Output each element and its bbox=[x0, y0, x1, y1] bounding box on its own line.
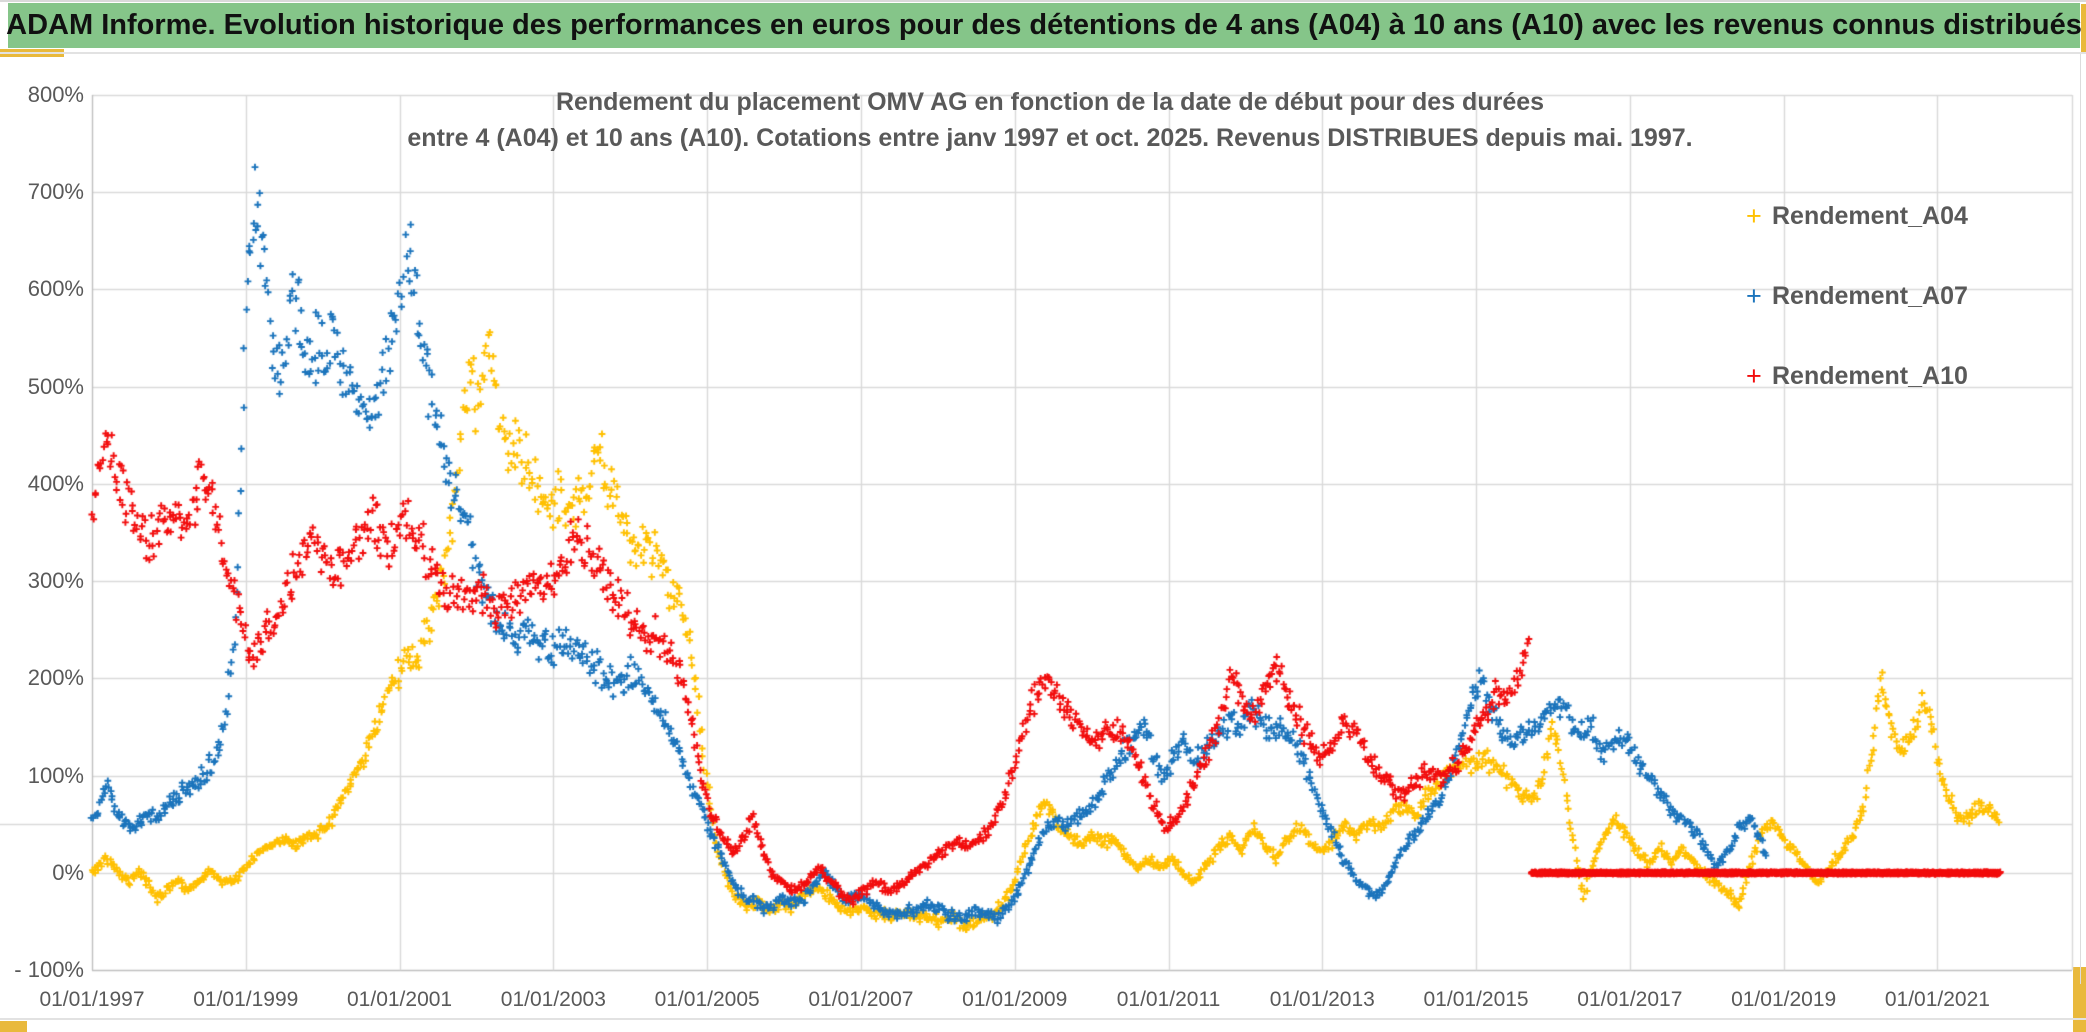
x-axis-label: 01/01/1997 bbox=[39, 988, 145, 1011]
x-axis-label: 01/01/2007 bbox=[808, 988, 914, 1011]
y-axis-label: 700% bbox=[27, 179, 84, 205]
legend-item-rendement_a10[interactable]: + Rendement_A10 bbox=[1746, 358, 2046, 394]
chart-title: Rendement du placement OMV AG en fonctio… bbox=[280, 84, 1820, 156]
chart-title-line1: Rendement du placement OMV AG en fonctio… bbox=[555, 88, 1545, 116]
y-axis-label: 500% bbox=[27, 373, 84, 399]
legend-label: Rendement_A04 bbox=[1772, 201, 1968, 230]
y-axis-label: 400% bbox=[27, 470, 84, 496]
legend-item-rendement_a04[interactable]: + Rendement_A04 bbox=[1746, 198, 2046, 234]
x-axis-label: 01/01/2015 bbox=[1423, 988, 1529, 1011]
y-axis-label: 800% bbox=[27, 82, 84, 107]
y-axis-label: - 100% bbox=[14, 957, 84, 983]
y-axis-label: 100% bbox=[27, 762, 84, 788]
plus-marker-icon: + bbox=[1746, 281, 1762, 311]
y-axis-label: 600% bbox=[27, 276, 84, 302]
x-axis-label: 01/01/2003 bbox=[500, 988, 606, 1011]
x-axis-label: 01/01/2001 bbox=[347, 988, 453, 1011]
x-axis-label: 01/01/2021 bbox=[1884, 988, 1990, 1011]
legend-item-rendement_a07[interactable]: + Rendement_A07 bbox=[1746, 278, 2046, 314]
y-axis-label: 200% bbox=[27, 665, 84, 691]
plus-marker-icon: + bbox=[1746, 201, 1762, 231]
x-axis-label: 01/01/2019 bbox=[1731, 988, 1837, 1011]
y-axis-label: 300% bbox=[27, 568, 84, 594]
x-axis-label: 01/01/1999 bbox=[193, 988, 299, 1011]
chart-title-line2: entre 4 (A04) et 10 ans (A10). Cotations… bbox=[407, 124, 1693, 152]
chart-legend: + Rendement_A04 + Rendement_A07 + Rendement_A… bbox=[1746, 198, 2046, 438]
legend-label: Rendement_A07 bbox=[1772, 281, 1968, 310]
legend-label: Rendement_A10 bbox=[1772, 361, 1968, 390]
plus-marker-icon: + bbox=[1746, 361, 1762, 391]
x-axis-label: 01/01/2009 bbox=[962, 988, 1068, 1011]
y-axis-label: 0% bbox=[52, 859, 84, 885]
x-axis-label: 01/01/2005 bbox=[654, 988, 760, 1011]
x-axis-label: 01/01/2013 bbox=[1269, 988, 1375, 1011]
x-axis-label: 01/01/2017 bbox=[1577, 988, 1683, 1011]
x-axis-label: 01/01/2011 bbox=[1116, 988, 1221, 1011]
